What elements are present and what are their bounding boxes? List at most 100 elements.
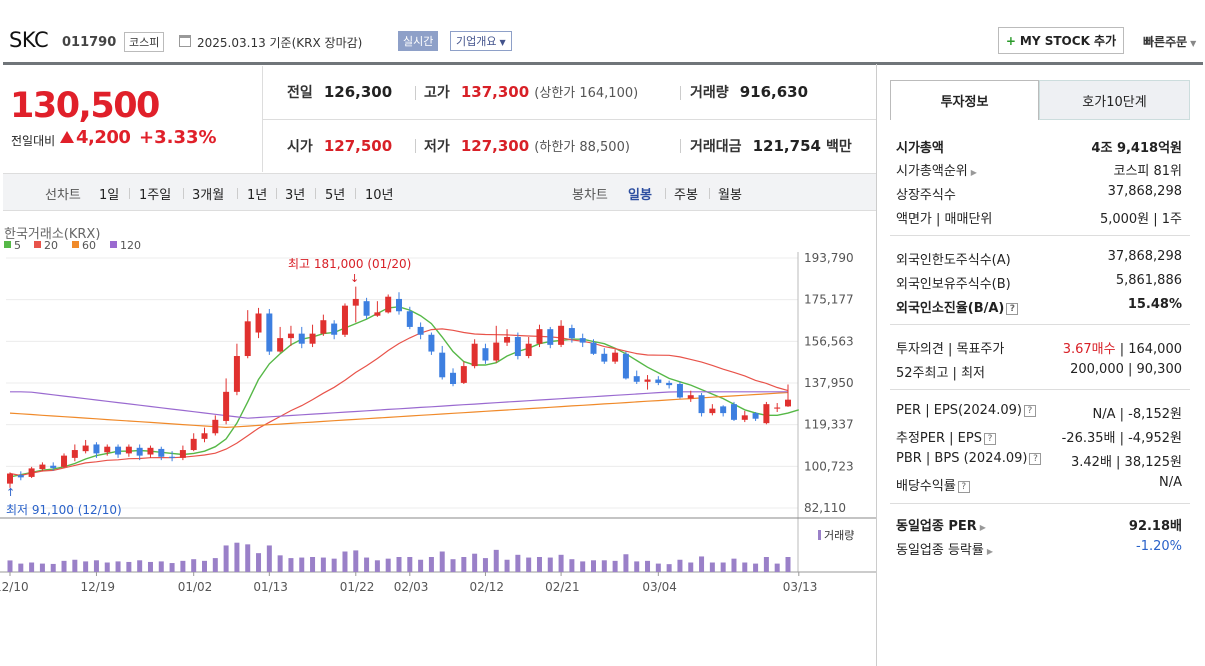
period-1y[interactable]: 1년 bbox=[247, 188, 268, 203]
candle-body bbox=[179, 450, 186, 458]
chart-source: 한국거래소(KRX) bbox=[4, 227, 100, 242]
volume-bar bbox=[396, 557, 402, 572]
help-icon[interactable]: ? bbox=[983, 432, 996, 445]
volume-bar bbox=[364, 557, 370, 572]
period-1d[interactable]: 1일 bbox=[99, 188, 120, 203]
line-chart-label[interactable]: 선차트 bbox=[45, 188, 81, 203]
candle-body bbox=[785, 399, 791, 407]
candle-daily[interactable]: 일봉 bbox=[628, 188, 652, 203]
tab-orderbook[interactable]: 호가10단계 bbox=[1039, 80, 1190, 120]
est-per-eps-label: 추정PER | EPS bbox=[896, 431, 982, 446]
x-tick-label: 02/03 bbox=[394, 580, 429, 594]
period-10y[interactable]: 10년 bbox=[365, 188, 394, 203]
candle-body bbox=[255, 313, 262, 333]
volume-bar bbox=[688, 562, 694, 572]
per-eps-label-wrap: PER | EPS(2024.09)? bbox=[896, 403, 1036, 418]
candle-body bbox=[644, 379, 651, 382]
period-3y[interactable]: 3년 bbox=[285, 188, 306, 203]
volume-bar bbox=[50, 563, 56, 572]
section-divider bbox=[890, 324, 1190, 325]
dividend-label: 배당수익률 bbox=[896, 479, 956, 494]
pbr-bps-label-wrap: PBR | BPS (2024.09)? bbox=[896, 451, 1042, 466]
volume-bar bbox=[310, 557, 316, 572]
foreign-holding-value: 5,861,886 bbox=[1115, 273, 1182, 288]
volume-bar bbox=[558, 554, 564, 572]
volume-legend-swatch bbox=[818, 530, 821, 540]
volume-bar bbox=[634, 561, 640, 572]
candle-body bbox=[568, 328, 575, 339]
volume-bar bbox=[612, 560, 618, 572]
candle-monthly[interactable]: 월봉 bbox=[718, 188, 742, 203]
candle-body bbox=[190, 438, 197, 451]
separator bbox=[415, 86, 416, 100]
x-tick-label: 12/10 bbox=[0, 580, 29, 594]
volume-bar bbox=[645, 560, 651, 572]
candle-body bbox=[406, 311, 413, 327]
realtime-button[interactable]: 실시간 bbox=[398, 31, 439, 51]
candle-chart-label[interactable]: 봉차트 bbox=[572, 188, 608, 203]
period-3m[interactable]: 3개월 bbox=[192, 188, 225, 203]
candle-body bbox=[493, 342, 500, 361]
candle-body bbox=[115, 446, 122, 455]
quick-order-button[interactable]: 빠른주문 ▼ bbox=[1143, 33, 1196, 50]
volume-bar bbox=[536, 557, 542, 572]
help-icon[interactable]: ? bbox=[1006, 302, 1019, 315]
volume-bar bbox=[72, 559, 78, 572]
candle-body bbox=[612, 352, 619, 362]
volume-bar bbox=[93, 560, 99, 572]
volume-bar bbox=[753, 563, 759, 572]
help-icon[interactable]: ? bbox=[1029, 452, 1042, 465]
per-eps-value: N/A | -8,152원 bbox=[1092, 407, 1182, 422]
day-high-value: 137,300 bbox=[460, 83, 530, 101]
legend-label-60: 60 bbox=[82, 239, 96, 252]
candle-body bbox=[71, 450, 78, 458]
foreign-holding-label: 외국인보유주식수(B) bbox=[896, 277, 1011, 292]
volume-legend: 거래량 bbox=[824, 529, 854, 542]
pbr-bps-label: PBR | BPS (2024.09) bbox=[896, 451, 1028, 466]
candle-body bbox=[244, 321, 251, 357]
volume-bar bbox=[191, 559, 197, 572]
period-1w[interactable]: 1주일 bbox=[139, 188, 172, 203]
volume-bar bbox=[331, 558, 337, 572]
legend-label-5: 5 bbox=[14, 239, 21, 252]
volume-bar bbox=[320, 557, 326, 572]
candle-body bbox=[136, 447, 143, 456]
52week-label: 52주최고 | 최저 bbox=[896, 366, 985, 381]
foreign-limit-label: 외국인한도주식수(A) bbox=[896, 253, 1011, 268]
help-icon[interactable]: ? bbox=[957, 480, 970, 493]
add-mystock-button[interactable]: + MY STOCK 추가 bbox=[998, 27, 1124, 54]
volume-bar bbox=[709, 562, 715, 572]
candle-body bbox=[666, 382, 673, 386]
candle-body bbox=[590, 342, 597, 354]
industry-change-label-wrap: 동일업종 등락률 ▶ bbox=[896, 539, 993, 558]
period-5y[interactable]: 5년 bbox=[325, 188, 346, 203]
company-overview-button[interactable]: 기업개요 ▼ bbox=[450, 31, 512, 51]
industry-per[interactable]: 동일업종 PER ▶ 92.18배 bbox=[896, 513, 1182, 535]
x-axis: 12/10 12/19 01/02 01/13 01/22 02/03 02/12 02/21… bbox=[0, 572, 817, 594]
volume-bar bbox=[731, 558, 737, 572]
trade-amount-unit: 백만 bbox=[826, 139, 852, 155]
market-cap-rank[interactable]: 시가총액순위 ▶ 코스피 81위 bbox=[896, 158, 1182, 180]
separator bbox=[415, 139, 416, 153]
candle-body bbox=[720, 406, 727, 414]
tab-invest-info[interactable]: 투자정보 bbox=[890, 80, 1039, 120]
chevron-down-icon: ▼ bbox=[499, 38, 506, 47]
section-divider bbox=[890, 389, 1190, 390]
candle-body bbox=[17, 475, 24, 478]
panel-divider bbox=[876, 64, 877, 666]
separator bbox=[680, 139, 681, 153]
ma60-line bbox=[9, 391, 789, 429]
price-chart[interactable]: 한국거래소(KRX) 5 20 60 120 193,790 175,177 156,56… bbox=[0, 212, 876, 612]
foreign-ratio-label: 외국인소진율(B/A) bbox=[896, 301, 1005, 316]
basis-date: 2025.03.13 기준(KRX 장마감) bbox=[197, 36, 363, 50]
candle-weekly[interactable]: 주봉 bbox=[674, 188, 698, 203]
help-icon[interactable]: ? bbox=[1023, 404, 1036, 417]
high-annotation: 최고 181,000 (01/20) bbox=[288, 257, 411, 271]
candle-body bbox=[201, 433, 208, 439]
industry-change[interactable]: 동일업종 등락률 ▶ -1.20% bbox=[896, 537, 1182, 559]
candle-body bbox=[298, 333, 305, 344]
foreign-ratio: 외국인소진율(B/A)? 15.48% bbox=[896, 295, 1182, 317]
chevron-right-icon: ▶ bbox=[986, 547, 994, 556]
volume-bar bbox=[115, 561, 121, 572]
legend-label-120: 120 bbox=[120, 239, 141, 252]
